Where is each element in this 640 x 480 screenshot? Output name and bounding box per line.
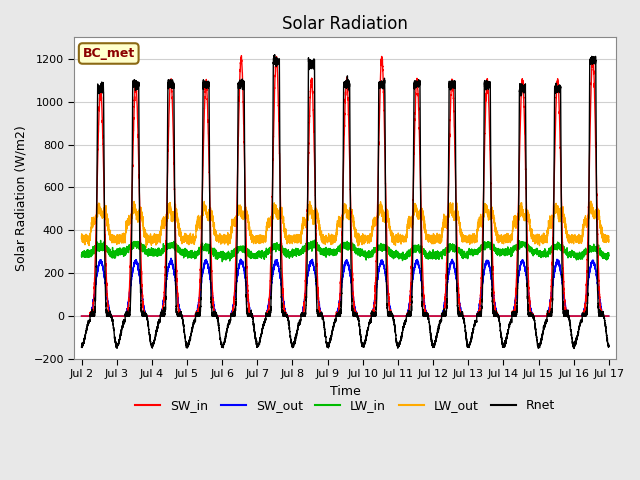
- SW_out: [167, 255, 175, 261]
- Rnet: [327, 334, 335, 340]
- LW_out: [327, 237, 335, 242]
- Line: LW_in: LW_in: [81, 240, 609, 262]
- LW_out: [587, 198, 595, 204]
- Line: SW_in: SW_in: [81, 56, 609, 316]
- LW_in: [257, 252, 264, 258]
- Rnet: [577, 320, 584, 326]
- LW_out: [143, 245, 150, 251]
- LW_out: [605, 237, 612, 243]
- SW_out: [257, 313, 264, 319]
- SW_in: [463, 313, 471, 319]
- Rnet: [605, 344, 612, 349]
- SW_in: [576, 313, 584, 319]
- SW_out: [77, 313, 85, 319]
- SW_out: [478, 286, 486, 292]
- LW_out: [257, 236, 264, 242]
- Rnet: [463, 339, 471, 345]
- LW_out: [576, 236, 584, 241]
- LW_out: [478, 217, 486, 223]
- LW_in: [327, 251, 335, 257]
- Y-axis label: Solar Radiation (W/m2): Solar Radiation (W/m2): [15, 125, 28, 271]
- Line: SW_out: SW_out: [81, 258, 609, 316]
- SW_in: [478, 260, 486, 266]
- Rnet: [570, 346, 578, 351]
- SW_out: [583, 291, 591, 297]
- LW_in: [463, 254, 471, 260]
- SW_in: [77, 313, 85, 319]
- LW_in: [77, 253, 85, 259]
- LW_out: [463, 240, 471, 245]
- SW_out: [605, 313, 612, 319]
- Rnet: [77, 344, 85, 350]
- Title: Solar Radiation: Solar Radiation: [282, 15, 408, 33]
- SW_in: [327, 313, 335, 319]
- LW_out: [77, 233, 85, 239]
- X-axis label: Time: Time: [330, 385, 360, 398]
- LW_in: [583, 249, 591, 254]
- Line: Rnet: Rnet: [81, 55, 609, 348]
- SW_out: [327, 313, 335, 319]
- Legend: SW_in, SW_out, LW_in, LW_out, Rnet: SW_in, SW_out, LW_in, LW_out, Rnet: [130, 394, 560, 417]
- LW_in: [310, 237, 318, 243]
- SW_out: [576, 313, 584, 319]
- Line: LW_out: LW_out: [81, 201, 609, 248]
- SW_in: [605, 313, 612, 319]
- Rnet: [583, 308, 591, 313]
- SW_in: [257, 313, 264, 319]
- Rnet: [478, 301, 486, 307]
- LW_in: [605, 250, 612, 256]
- Rnet: [257, 335, 264, 340]
- SW_in: [583, 279, 591, 285]
- Rnet: [271, 52, 278, 58]
- LW_in: [577, 253, 584, 259]
- LW_out: [583, 220, 591, 226]
- LW_in: [218, 259, 226, 264]
- SW_out: [463, 313, 471, 319]
- Text: BC_met: BC_met: [83, 47, 135, 60]
- LW_in: [478, 242, 486, 248]
- SW_in: [237, 53, 245, 59]
